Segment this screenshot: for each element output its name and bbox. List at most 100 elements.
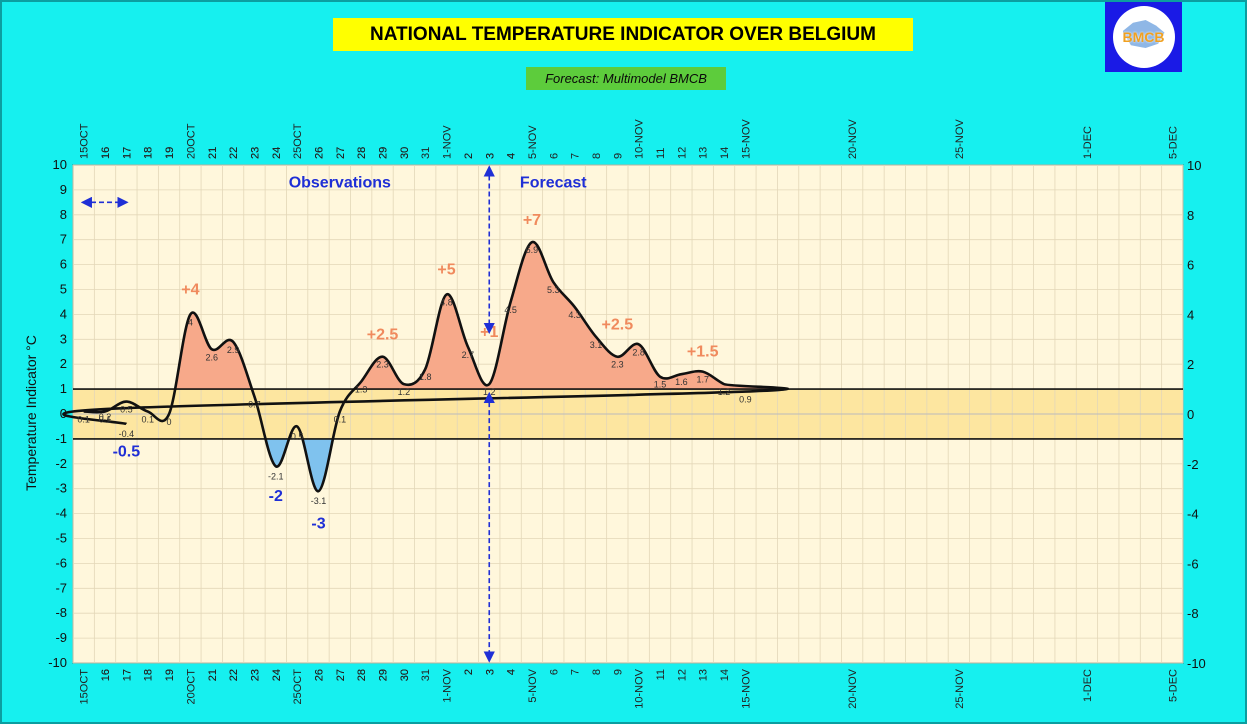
x-tick-label-bottom: 15-NOV [740,668,752,708]
x-tick-label-top: 15-NOV [740,119,752,159]
y-tick-label-left: 9 [60,182,67,197]
anomaly-annotation: +2.5 [367,326,399,343]
data-label: 2.3 [611,360,624,370]
anomaly-annotation: +5 [437,262,455,279]
x-tick-label-bottom: 28 [356,669,368,681]
x-tick-label-top: 7 [570,153,582,159]
x-tick-label-bottom: 1-NOV [442,668,454,702]
x-tick-label-bottom: 2 [463,669,475,675]
data-label: 2.9 [227,345,240,355]
x-tick-label-bottom: 15OCT [79,669,91,705]
region-label: Forecast [520,174,587,191]
data-label: 1.2 [398,387,411,397]
x-tick-label-top: 4 [506,153,518,159]
x-tick-label-bottom: 25-NOV [954,668,966,708]
x-tick-label-bottom: 25OCT [292,669,304,705]
anomaly-annotation: +4 [181,281,199,298]
data-label: 1.6 [675,377,688,387]
anomaly-fills [175,242,788,492]
data-label: 0.1 [99,415,112,425]
y-tick-label-left: 1 [60,381,67,396]
x-tick-label-bottom: 21 [207,669,219,681]
chart-title: NATIONAL TEMPERATURE INDICATOR OVER BELG… [333,18,913,51]
x-tick-label-bottom: 3 [484,669,496,675]
x-tick-label-bottom: 22 [228,669,240,681]
x-tick-label-top: 30 [399,147,411,159]
y-tick-label-left: 6 [60,257,67,272]
y-tick-label-right: 0 [1187,407,1194,422]
negative-anomaly-area [265,438,333,492]
data-label: 4.8 [440,297,453,307]
data-label: 5.3 [547,285,560,295]
x-tick-label-top: 3 [484,153,496,159]
x-tick-label-top: 22 [228,147,240,159]
anomaly-annotation: -2 [269,488,283,505]
x-tick-label-top: 1-NOV [442,125,454,159]
data-label: -2.1 [268,471,284,481]
y-tick-label-left: -1 [55,431,67,446]
data-label: 1.5 [654,380,667,390]
x-tick-label-top: 13 [698,147,710,159]
data-label: 0.1 [141,415,154,425]
x-tick-label-top: 22 [228,147,240,159]
x-tick-label-bottom: 2 [463,669,475,675]
x-tick-label-bottom: 16 [100,669,112,681]
y-tick-label-left: 0 [60,406,67,421]
x-tick-label-bottom: 27 [335,669,347,681]
x-tick-label-top: 29 [378,147,390,159]
x-tick-label-top: 18 [143,147,155,159]
anomaly-annotation: +1.5 [687,344,719,361]
x-tick-label-bottom: 12 [676,669,688,681]
y-tick-label-right: 10 [1187,158,1201,173]
data-label: 0 [167,417,172,427]
data-label: 0.2 [99,412,112,422]
y-tick-label-right: -6 [1187,556,1199,571]
anomaly-annotation: +1 [480,324,498,341]
x-tick-label-bottom: 4 [506,669,518,675]
data-label: 4.5 [504,305,517,315]
x-tick-label-top: 10-NOV [634,119,646,159]
x-tick-label-top: 21 [207,147,219,159]
x-tick-label-top: 18 [143,147,155,159]
anomaly-annotation: -3 [311,516,325,533]
data-label: 1.2 [718,387,731,397]
x-tick-label-bottom: 24 [271,669,283,681]
x-tick-label-bottom: 6 [548,669,560,675]
data-label: 1.3 [355,385,368,395]
chart-grid [72,164,1184,664]
axes: 15OCT15OCT161617171818191920OCT20OCT2121… [48,119,1206,709]
data-label: 2.8 [632,347,645,357]
x-tick-label-bottom: 23 [249,669,261,681]
x-tick-label-top: 17 [121,147,133,159]
x-tick-label-bottom: 26 [313,669,325,681]
x-tick-label-top: 1-DEC [1082,126,1094,159]
x-tick-label-bottom: 24 [271,669,283,681]
x-tick-label-top: 3 [484,153,496,159]
x-tick-label-bottom: 20-NOV [847,668,859,708]
y-tick-label-left: -6 [55,555,67,570]
x-tick-label-top: 19 [164,147,176,159]
x-tick-label-bottom: 19 [164,669,176,681]
y-tick-label-left: 7 [60,232,67,247]
data-labels: 0.1 0.1 0.5 0.1 0 4 2.6 2.9 0.7 -2.1 0.5 -3.1 0.1 1.3… [77,245,751,506]
x-tick-label-bottom: 14 [719,669,731,681]
data-label: 0.5 [120,405,133,415]
y-tick-label-right: -8 [1187,606,1199,621]
data-label: -0.4 [119,429,135,439]
data-label: 0.7 [248,400,261,410]
y-tick-label-left: -7 [55,580,67,595]
x-tick-label-top: 2 [463,153,475,159]
x-tick-label-bottom: 21 [207,669,219,681]
positive-anomaly-area [175,242,788,390]
data-label: 1.7 [696,375,709,385]
x-tick-label-top: 12 [676,147,688,159]
x-tick-label-bottom: 5-DEC [1167,669,1179,702]
x-tick-label-bottom: 1-DEC [1082,669,1094,702]
chart-subtitle: Forecast: Multimodel BMCB [526,67,726,90]
y-tick-label-left: -8 [55,605,67,620]
y-tick-label-left: -4 [55,506,67,521]
x-tick-label-bottom: 17 [121,669,133,681]
temperature-curve [62,240,1183,493]
x-tick-label-top: 25-NOV [954,119,966,159]
